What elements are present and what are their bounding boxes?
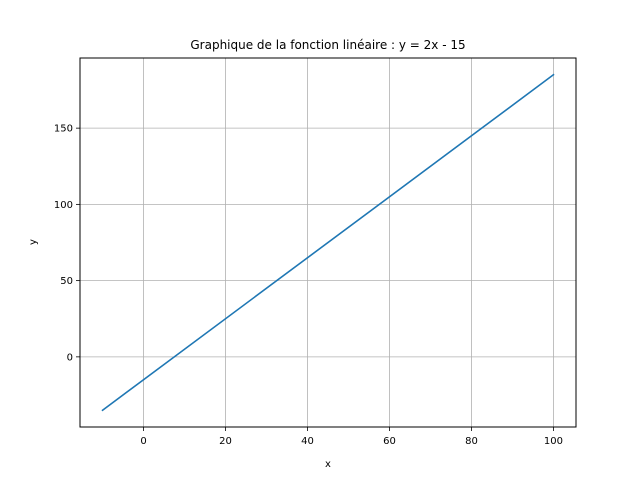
y-tick-label: 150: [54, 124, 73, 135]
y-tick-label: 50: [60, 276, 73, 287]
x-tick-label: 0: [140, 436, 146, 447]
x-tick-label: 60: [383, 436, 396, 447]
plot-area: [79, 57, 577, 428]
x-tick-label: 20: [219, 436, 232, 447]
x-axis-label: x: [325, 459, 331, 470]
series-layer: [101, 73, 555, 412]
x-axis-ticks: 0 20 40 60 80 100: [140, 427, 563, 447]
y-tick-label: 0: [67, 352, 73, 363]
x-tick-label: 80: [465, 436, 478, 447]
chart-title: Graphique de la fonction linéaire : y = …: [190, 38, 465, 52]
y-axis-ticks: 0 50 100 150: [54, 124, 80, 363]
plot-frame: [79, 57, 577, 428]
series-line: [101, 73, 555, 412]
grid-lines: [80, 58, 576, 427]
x-tick-label: 100: [544, 436, 563, 447]
x-tick-label: 40: [301, 436, 314, 447]
y-tick-label: 100: [54, 200, 73, 211]
y-axis-label: y: [28, 239, 39, 245]
